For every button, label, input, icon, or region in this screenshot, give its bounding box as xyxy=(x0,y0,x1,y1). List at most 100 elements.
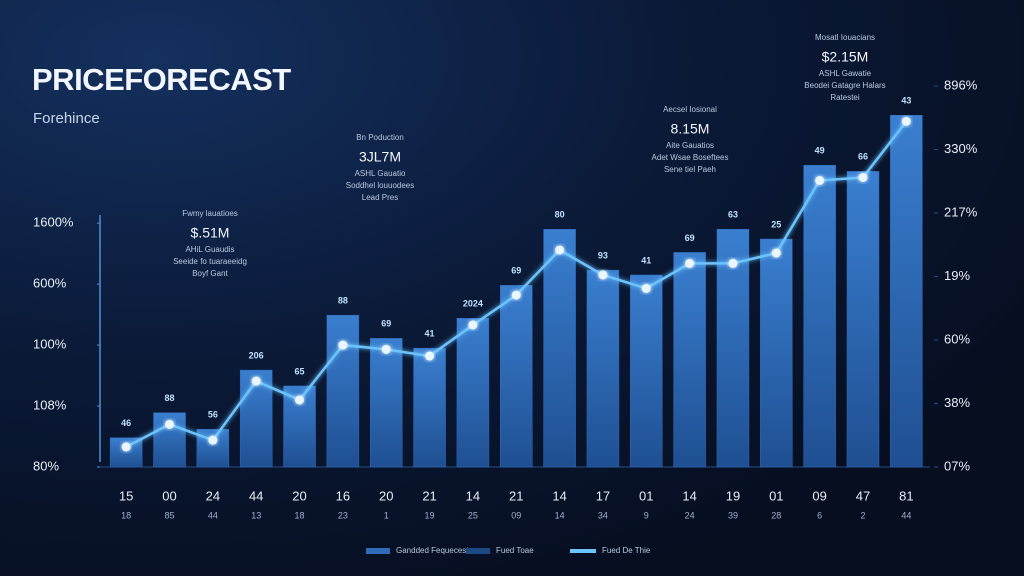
annotation-line: ASHL Gauatio xyxy=(355,169,406,178)
y-tick-label: 600% xyxy=(33,276,67,291)
x-tick-label: 20 xyxy=(379,488,393,503)
x-sub-label: 39 xyxy=(728,510,738,520)
bar xyxy=(326,314,360,468)
x-tick-label: 01 xyxy=(769,488,783,503)
legend-swatch xyxy=(570,549,596,553)
bar xyxy=(413,347,446,468)
x-tick-label: 09 xyxy=(812,488,826,503)
x-sub-label: 25 xyxy=(468,510,478,520)
y2-tick-label: 60% xyxy=(944,331,970,346)
annotation-amount: $2.15M xyxy=(822,49,869,65)
y2-tick-label: 217% xyxy=(944,204,978,219)
bar-label: 65 xyxy=(295,366,305,376)
y-tick-label: 1600% xyxy=(33,215,74,230)
y-tick-label: 108% xyxy=(33,397,67,412)
chart-subtitle: Forehince xyxy=(33,110,100,127)
line-point xyxy=(251,376,261,386)
x-sub-label: 19 xyxy=(425,510,435,520)
line-point xyxy=(468,320,478,330)
line-point xyxy=(208,435,218,445)
y2-tick-label: 330% xyxy=(944,141,978,156)
x-tick-label: 01 xyxy=(639,488,653,503)
legend-label: Fued Toae xyxy=(496,546,534,555)
x-tick-label: 81 xyxy=(899,488,913,503)
legend-label: Gandded Fequecest xyxy=(396,546,469,555)
annotation-line: Aite Gauatios xyxy=(666,141,714,150)
bar-label: 66 xyxy=(858,152,868,162)
annotation-heading: Aecsel Iosional xyxy=(663,105,717,114)
x-tick-label: 19 xyxy=(726,488,740,503)
annotation-line: ASHL Gawatie xyxy=(819,69,872,78)
line-point xyxy=(858,172,868,182)
annotation-line: Adet Wsae Boseftees xyxy=(652,153,729,162)
x-tick-label: 14 xyxy=(682,488,696,503)
annotation-heading: Bn Poduction xyxy=(356,133,404,142)
bar-label: 80 xyxy=(555,210,565,220)
line-point xyxy=(641,283,651,293)
annotation-line: Beodei Gatagre Halars xyxy=(804,81,885,90)
line-point xyxy=(728,258,738,268)
annotation-amount: 8.15M xyxy=(671,121,710,137)
x-tick-label: 21 xyxy=(422,488,436,503)
bar xyxy=(630,274,663,468)
bar xyxy=(716,229,750,468)
x-tick-label: 47 xyxy=(856,488,870,503)
line-point xyxy=(771,248,781,258)
annotation-line: Soddhel louuodees xyxy=(346,181,415,190)
x-sub-label: 18 xyxy=(121,510,131,520)
bar-label: 56 xyxy=(208,410,218,420)
x-tick-label: 00 xyxy=(162,488,176,503)
line-point xyxy=(598,270,608,280)
x-sub-label: 44 xyxy=(208,510,218,520)
x-tick-label: 24 xyxy=(206,488,220,503)
y-tick-label: 80% xyxy=(33,458,59,473)
bar-label: 43 xyxy=(901,96,911,106)
bar-label: 49 xyxy=(815,146,825,156)
line-point xyxy=(901,116,911,126)
x-sub-label: 1 xyxy=(384,510,389,520)
bar xyxy=(369,338,403,468)
bar-label: 25 xyxy=(771,219,781,229)
bar xyxy=(673,252,706,468)
y2-tick-label: 38% xyxy=(944,395,970,410)
line-point xyxy=(511,290,521,300)
x-sub-label: 85 xyxy=(165,510,175,520)
annotation-line: AHiL Guaudis xyxy=(185,245,234,254)
bar-label: 88 xyxy=(338,296,348,306)
legend-swatch xyxy=(466,548,490,554)
x-sub-label: 34 xyxy=(598,510,608,520)
x-sub-label: 23 xyxy=(338,510,348,520)
x-sub-label: 28 xyxy=(771,510,781,520)
x-tick-label: 21 xyxy=(509,488,523,503)
x-sub-label: 9 xyxy=(644,510,649,520)
line-point xyxy=(121,442,131,452)
annotation-line: Seeide fo tuaraeeidg xyxy=(173,257,247,266)
line-point xyxy=(381,344,391,354)
x-sub-label: 13 xyxy=(251,510,261,520)
x-sub-label: 14 xyxy=(555,510,565,520)
x-tick-label: 14 xyxy=(466,488,480,503)
x-tick-label: 20 xyxy=(292,488,306,503)
x-tick-label: 16 xyxy=(336,488,350,503)
legend-label: Fued De Thie xyxy=(602,546,651,555)
x-tick-label: 44 xyxy=(249,488,263,503)
annotation-line: Lead Pres xyxy=(362,193,398,202)
x-tick-label: 14 xyxy=(552,488,566,503)
bar-label: 206 xyxy=(249,350,264,360)
x-tick-label: 17 xyxy=(596,488,610,503)
x-sub-label: 09 xyxy=(511,510,521,520)
line-point xyxy=(295,395,305,405)
y2-tick-label: 896% xyxy=(944,77,978,92)
line-point xyxy=(338,340,348,350)
bar-label: 63 xyxy=(728,210,738,220)
bar xyxy=(846,171,880,468)
legend-swatch xyxy=(366,548,390,554)
bar xyxy=(890,115,923,468)
y-tick-label: 100% xyxy=(33,337,67,352)
chart-title: PRICEFORECAST xyxy=(32,62,291,97)
bar xyxy=(543,229,576,468)
bar-label: 69 xyxy=(511,266,521,276)
annotation-amount: 3JL7M xyxy=(359,149,401,165)
x-sub-label: 24 xyxy=(685,510,695,520)
bar xyxy=(500,285,533,468)
